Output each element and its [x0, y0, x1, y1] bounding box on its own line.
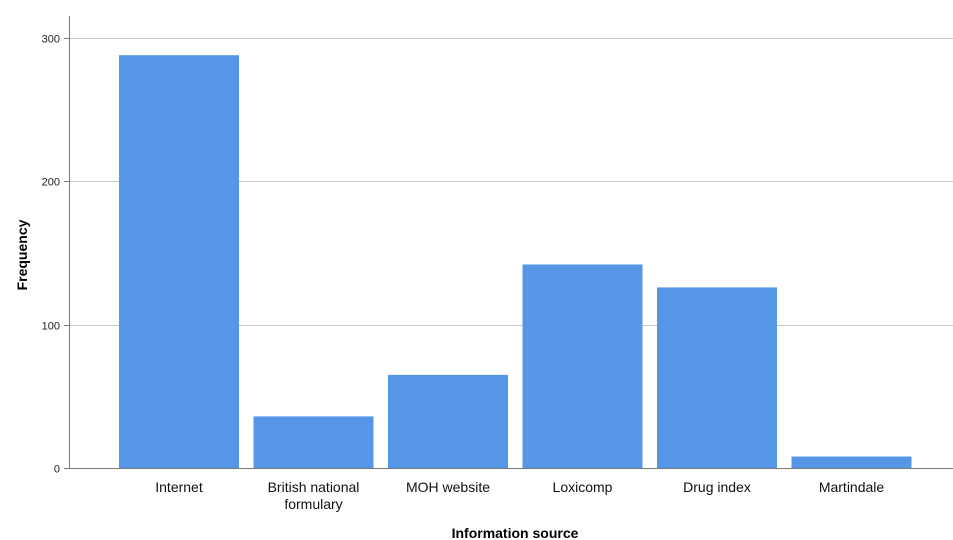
bar-martindale — [791, 456, 912, 468]
x-tick-label: Internet — [155, 479, 203, 495]
bar-british-national-formulary — [253, 416, 374, 468]
x-tick-label: Loxicomp — [553, 479, 613, 495]
bar-moh-website — [388, 374, 508, 468]
x-tick-label: British national formulary — [268, 479, 360, 512]
bar-drug-index — [657, 287, 777, 468]
bar-loxicomp — [522, 264, 643, 468]
x-axis-title: Information source — [452, 525, 579, 540]
x-tick-label: MOH website — [406, 479, 490, 495]
bar-internet — [119, 55, 239, 468]
y-tick-label: 100 — [42, 321, 60, 333]
axis-layer — [64, 16, 953, 469]
x-tick-label: Martindale — [819, 479, 885, 495]
x-tick-label: Drug index — [683, 479, 751, 495]
y-tick-label: 200 — [42, 177, 60, 189]
y-tick-label: 0 — [54, 464, 60, 476]
y-axis-title: Frequency — [14, 219, 30, 290]
y-tick-label: 300 — [42, 34, 60, 46]
label-layer: 0 100 200 300 Internet British national formul… — [42, 34, 885, 513]
bar-layer — [119, 55, 912, 468]
